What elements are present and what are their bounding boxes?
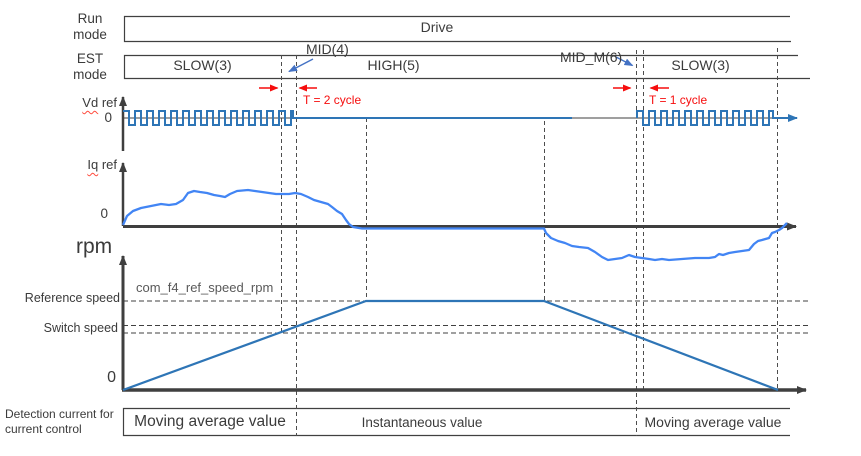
est-segment-mid-m: MID_M(6) — [560, 49, 623, 65]
run-mode-value: Drive — [420, 19, 454, 35]
reference-speed-label: Reference speed — [24, 291, 120, 305]
iq-ref-label-suffix: ref — [98, 157, 117, 172]
vd-ref-label-word: Vd — [82, 95, 99, 110]
detection-box — [122, 407, 790, 437]
rpm-signal-name: com_f4_ref_speed_rpm — [136, 280, 274, 295]
iq-curve — [121, 188, 788, 262]
rpm-label: rpm — [76, 235, 113, 258]
detection-segment-3: Moving average value — [644, 414, 782, 430]
run-mode-box — [123, 15, 791, 43]
est-mode-label-line2: mode — [73, 66, 107, 82]
vd-ref-signal — [122, 110, 798, 392]
t2-cycle-label: T = 2 cycle — [303, 93, 362, 107]
midm6-callout-arrow — [615, 56, 634, 67]
est-segment-slow1: SLOW(3) — [173, 57, 232, 73]
est-mode-label-line1: EST — [76, 51, 104, 66]
iq-ref-label: Iq ref — [55, 157, 117, 173]
vd-square-wave-1 — [123, 110, 572, 126]
rpm-zero-label: 0 — [107, 369, 116, 386]
callout-arrows — [288, 56, 634, 73]
iq-ref-signal — [121, 188, 788, 262]
detection-label-line2: current control — [5, 422, 82, 436]
mode-boxes — [122, 15, 810, 437]
detection-label: Detection current for current control — [5, 407, 114, 437]
vd-square-wave-2 — [636, 110, 798, 126]
speed-level-lines — [123, 300, 810, 334]
t1-cycle-label: T = 1 cycle — [649, 93, 708, 107]
iq-zero-label: 0 — [100, 206, 108, 221]
detection-segment-2: Instantaneous value — [361, 415, 483, 430]
rpm-ramp-curve — [122, 299, 779, 392]
mid4-callout-arrow — [288, 58, 314, 73]
est-segment-high: HIGH(5) — [367, 57, 420, 73]
est-mode-label: EST mode — [62, 51, 118, 82]
est-mode-box — [123, 54, 810, 80]
detection-label-line1: Detection current for — [5, 407, 114, 421]
run-mode-label: Run mode — [62, 11, 118, 42]
axes — [119, 96, 807, 394]
vd-zero-label: 0 — [104, 110, 112, 125]
iq-ref-label-word: Iq — [87, 157, 99, 172]
run-mode-label-line1: Run — [77, 11, 103, 26]
vd-ref-label: Vd ref — [55, 95, 117, 111]
detection-segment-1: Moving average value — [134, 413, 286, 430]
vd-ref-label-suffix: ref — [98, 95, 117, 110]
est-segment-slow2: SLOW(3) — [671, 57, 730, 73]
switch-speed-label: Switch speed — [43, 321, 118, 335]
run-mode-label-line2: mode — [73, 26, 107, 42]
est-segment-mid: MID(4) — [306, 41, 349, 57]
